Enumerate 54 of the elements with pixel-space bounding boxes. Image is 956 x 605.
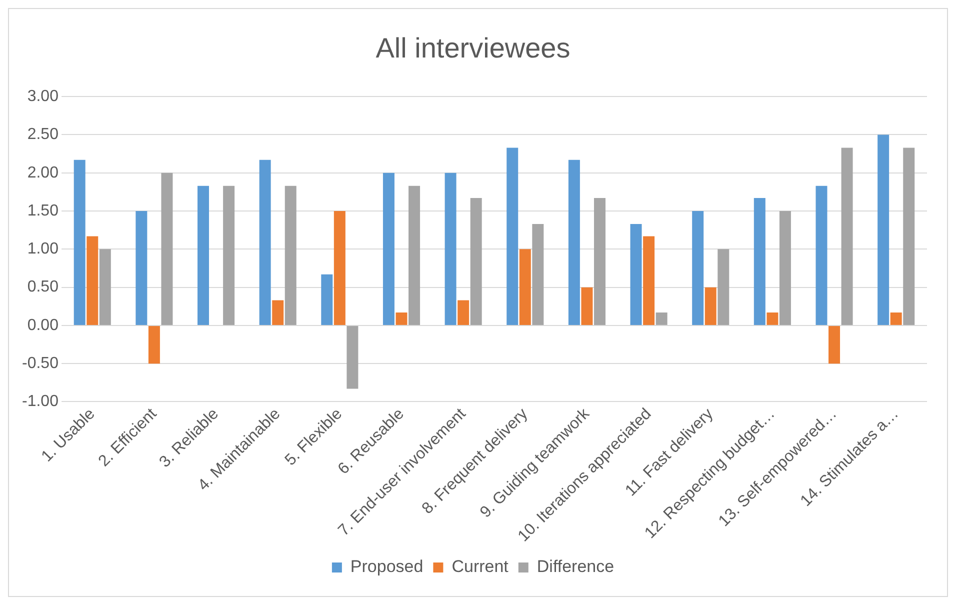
legend-label: Current <box>452 557 509 576</box>
bar <box>272 300 284 325</box>
bar <box>519 249 531 325</box>
bar <box>198 186 209 325</box>
y-tick-label: 1.50 <box>27 202 59 220</box>
bar <box>568 160 580 325</box>
bar <box>396 312 408 325</box>
y-tick-label: 2.50 <box>27 126 59 144</box>
bar <box>382 172 394 325</box>
bar <box>630 224 642 325</box>
y-tick-label: -1.00 <box>22 393 59 410</box>
bar <box>779 211 791 325</box>
y-tick-label: 2.00 <box>27 164 59 182</box>
bar <box>321 274 333 325</box>
legend-label: Proposed <box>350 557 424 576</box>
bar <box>284 186 296 325</box>
bar <box>890 312 902 325</box>
chart-title: All interviewees <box>376 32 570 64</box>
bar <box>334 211 346 325</box>
bar <box>828 326 840 364</box>
bar <box>444 172 456 325</box>
bar <box>136 211 148 325</box>
bar <box>74 160 86 325</box>
bar <box>718 249 730 325</box>
y-tick-label: -0.50 <box>22 355 59 372</box>
bar <box>704 287 716 325</box>
legend-label: Difference <box>536 557 614 576</box>
y-tick-label: 0.00 <box>27 316 59 334</box>
bar <box>470 198 482 325</box>
bar <box>903 148 915 325</box>
bar <box>506 148 518 325</box>
bar <box>86 236 98 325</box>
bar <box>692 211 704 325</box>
bar <box>643 236 655 325</box>
bar <box>594 198 606 325</box>
bar <box>656 312 668 325</box>
y-tick-label: 0.50 <box>27 278 59 296</box>
bar <box>532 224 544 325</box>
bar <box>754 198 766 325</box>
bar <box>148 326 160 364</box>
bar <box>259 160 271 325</box>
bar <box>816 186 828 325</box>
bar <box>99 249 111 325</box>
bar <box>346 326 358 389</box>
bar <box>841 148 853 325</box>
y-tick-label: 3.00 <box>27 88 59 106</box>
bar <box>581 287 593 325</box>
bar <box>458 300 470 325</box>
bar <box>878 134 890 325</box>
bar <box>766 312 778 325</box>
bar <box>161 172 173 325</box>
bar <box>223 186 235 325</box>
y-tick-label: 1.00 <box>27 240 59 258</box>
bar <box>408 186 420 325</box>
